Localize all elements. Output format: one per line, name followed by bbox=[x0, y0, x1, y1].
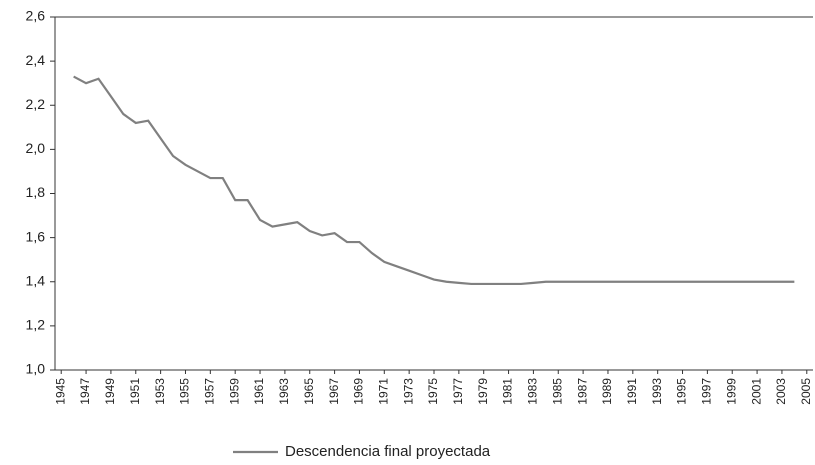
x-tick-label: 1945 bbox=[53, 378, 67, 405]
x-tick-label: 2005 bbox=[799, 378, 813, 405]
x-tick-label: 1965 bbox=[302, 378, 316, 405]
x-tick-label: 1977 bbox=[451, 378, 465, 405]
x-tick-label: 1947 bbox=[78, 378, 92, 405]
x-tick-label: 1995 bbox=[675, 378, 689, 405]
x-tick-label: 2001 bbox=[749, 378, 763, 405]
y-tick-label: 2,2 bbox=[26, 96, 46, 112]
x-tick-label: 1955 bbox=[178, 378, 192, 405]
x-tick-label: 1993 bbox=[650, 378, 664, 405]
y-tick-label: 1,0 bbox=[26, 361, 46, 377]
x-tick-label: 1975 bbox=[426, 378, 440, 405]
x-tick-label: 1953 bbox=[153, 378, 167, 405]
x-tick-label: 1985 bbox=[550, 378, 564, 405]
y-tick-label: 2,6 bbox=[26, 8, 46, 24]
y-tick-label: 2,0 bbox=[26, 140, 46, 156]
x-tick-label: 1997 bbox=[700, 378, 714, 405]
x-tick-label: 1949 bbox=[103, 378, 117, 405]
x-tick-label: 1983 bbox=[526, 378, 540, 405]
x-tick-label: 1957 bbox=[202, 378, 216, 405]
y-tick-label: 2,4 bbox=[26, 52, 46, 68]
y-tick-label: 1,4 bbox=[26, 272, 46, 288]
y-tick-label: 1,2 bbox=[26, 317, 46, 333]
x-tick-label: 1963 bbox=[277, 378, 291, 405]
x-tick-label: 1951 bbox=[128, 378, 142, 405]
y-tick-label: 1,6 bbox=[26, 228, 46, 244]
x-tick-label: 1961 bbox=[252, 378, 266, 405]
x-tick-label: 1967 bbox=[327, 378, 341, 405]
x-tick-label: 1969 bbox=[352, 378, 366, 405]
x-tick-label: 1987 bbox=[575, 378, 589, 405]
x-tick-label: 1971 bbox=[376, 378, 390, 405]
x-tick-label: 1959 bbox=[227, 378, 241, 405]
x-tick-label: 1989 bbox=[600, 378, 614, 405]
x-tick-label: 2003 bbox=[774, 378, 788, 405]
legend-label: Descendencia final proyectada bbox=[285, 443, 491, 460]
x-tick-label: 1991 bbox=[625, 378, 639, 405]
x-tick-label: 1979 bbox=[476, 378, 490, 405]
x-tick-label: 1999 bbox=[724, 378, 738, 405]
x-tick-label: 1981 bbox=[501, 378, 515, 405]
data-line bbox=[73, 75, 795, 286]
y-tick-label: 1,8 bbox=[26, 184, 46, 200]
x-tick-label: 1973 bbox=[401, 378, 415, 405]
